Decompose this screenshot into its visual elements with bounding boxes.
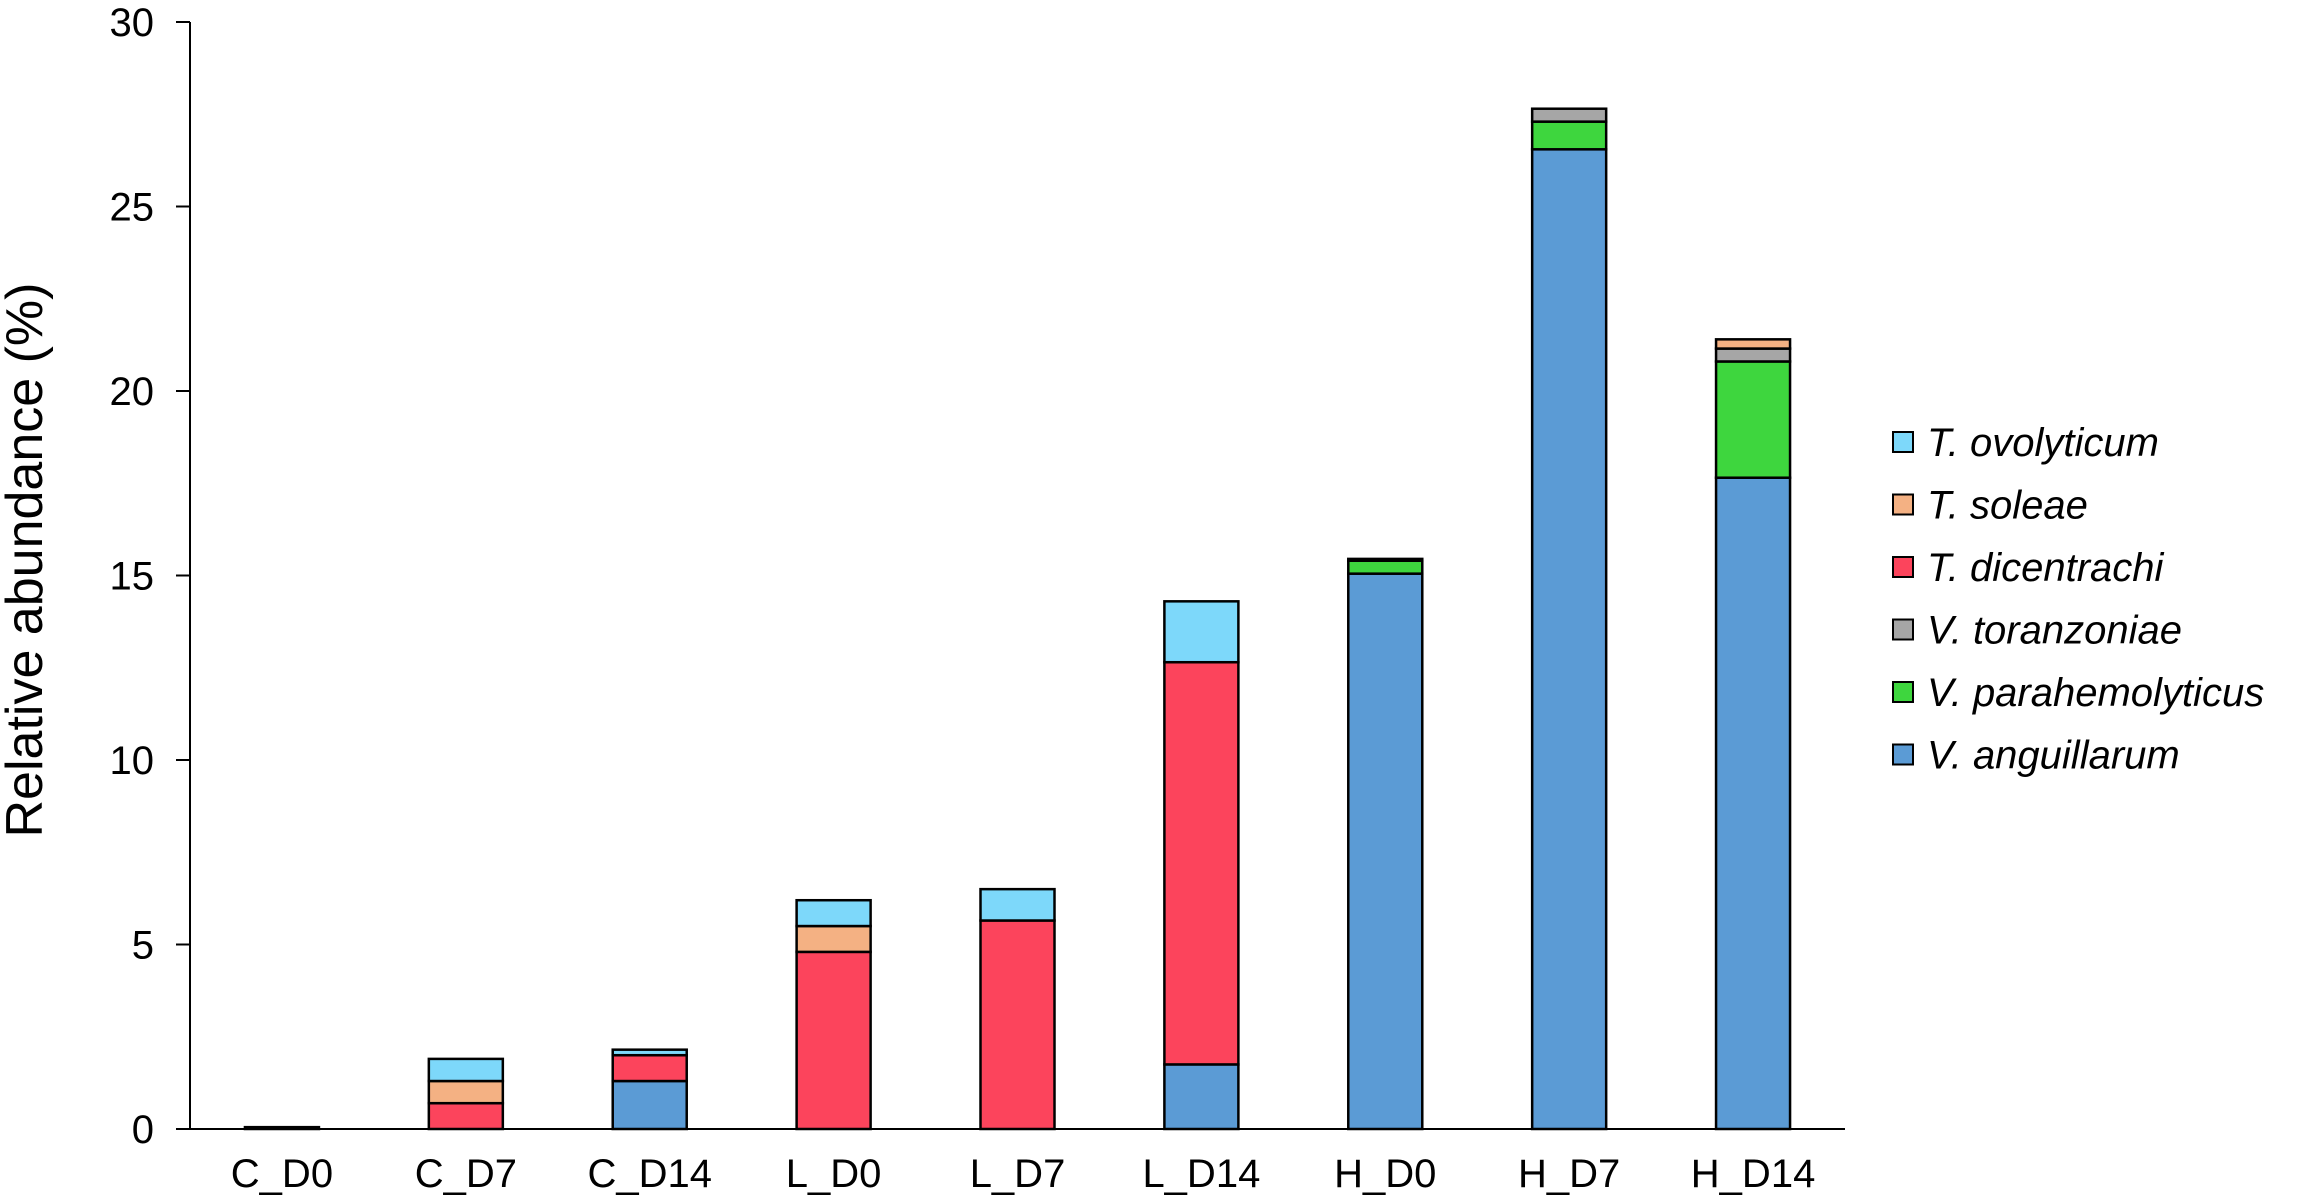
bar-group-l-d0 xyxy=(795,898,872,1131)
y-tick-label: 20 xyxy=(110,370,155,414)
bar-segment xyxy=(427,1057,505,1083)
bar-segment xyxy=(1163,1063,1240,1131)
y-tick-label: 25 xyxy=(110,186,155,230)
bar-group-h-d14 xyxy=(1714,338,1792,1131)
legend-item: T. dicentrachi xyxy=(1892,546,2165,590)
bar-group-c-d0 xyxy=(243,1125,321,1131)
x-tick-label: C_D14 xyxy=(587,1152,712,1196)
legend-item: T. soleae xyxy=(1892,484,2088,528)
legend-label: T. ovolyticum xyxy=(1927,421,2159,465)
bar-segment xyxy=(611,1079,688,1131)
legend-label: V. anguillarum xyxy=(1927,734,2180,778)
bar-segment xyxy=(1163,660,1240,1066)
bar-segment xyxy=(1530,120,1608,151)
x-tick-label: L_D14 xyxy=(1142,1152,1260,1196)
legend-swatch xyxy=(1892,618,1914,641)
y-axis-title: Relative abundance (%) xyxy=(0,283,54,838)
x-tick-label: H_D14 xyxy=(1691,1152,1816,1196)
bars xyxy=(243,107,1792,1131)
bar-segment xyxy=(1530,148,1608,1131)
bar-segment xyxy=(427,1101,505,1131)
bar-segment xyxy=(795,950,872,1131)
x-tick-labels: C_D0 C_D7 C_D14 L_D0 L_D7 L_D14 H_D0 H_D7 H_D14 xyxy=(231,1152,1816,1196)
x-tick-label: H_D0 xyxy=(1334,1152,1436,1196)
y-tick-label: 5 xyxy=(132,924,154,968)
legend-swatch xyxy=(1892,681,1914,703)
bar-segment xyxy=(1530,107,1608,123)
legend-item: V. anguillarum xyxy=(1892,734,2180,778)
bar-segment xyxy=(1347,559,1424,575)
legend-item: T. ovolyticum xyxy=(1892,421,2159,465)
bar-segment xyxy=(795,924,872,954)
legend: T. ovolyticum T. soleae T. dicentrachi V. t… xyxy=(1892,421,2264,778)
bar-segment xyxy=(1714,338,1792,350)
legend-swatch xyxy=(1892,431,1914,453)
legend-label: T. soleae xyxy=(1927,484,2088,528)
legend-label: T. dicentrachi xyxy=(1927,546,2165,590)
legend-swatch xyxy=(1892,493,1914,516)
bar-group-h-d0 xyxy=(1347,557,1424,1131)
bar-segment xyxy=(611,1048,688,1057)
bar-segment xyxy=(427,1079,505,1105)
y-tick-label: 10 xyxy=(110,739,155,783)
x-tick-label: C_D0 xyxy=(231,1152,333,1196)
legend-swatch xyxy=(1892,556,1914,578)
legend-item: V. parahemolyticus xyxy=(1892,671,2264,715)
bar-segment xyxy=(979,919,1056,1131)
bar-segment xyxy=(1347,572,1424,1131)
bar-group-l-d14 xyxy=(1163,600,1240,1131)
y-tick-label: 0 xyxy=(132,1108,154,1152)
y-tick-labels: 0 5 10 15 20 25 30 xyxy=(110,1,155,1152)
y-tick-label: 30 xyxy=(110,1,155,45)
bar-segment xyxy=(1714,347,1792,363)
legend-label: V. parahemolyticus xyxy=(1927,671,2264,715)
x-tick-label: L_D0 xyxy=(786,1152,882,1196)
bar-segment xyxy=(1714,476,1792,1131)
bar-segment xyxy=(243,1125,321,1131)
y-tick-label: 15 xyxy=(110,555,155,599)
x-tick-label: H_D7 xyxy=(1518,1152,1620,1196)
x-tick-label: C_D7 xyxy=(415,1152,517,1196)
bar-segment xyxy=(1714,360,1792,479)
bar-group-c-d7 xyxy=(427,1057,505,1131)
legend-item: V. toranzoniae xyxy=(1892,609,2182,653)
bar-segment xyxy=(611,1053,688,1083)
bar-segment xyxy=(1347,557,1424,562)
bar-group-c-d14 xyxy=(611,1048,688,1131)
bar-segment xyxy=(979,887,1056,922)
bar-group-l-d7 xyxy=(979,887,1056,1131)
bar-segment xyxy=(795,898,872,928)
bar-segment xyxy=(1163,600,1240,664)
x-tick-label: L_D7 xyxy=(970,1152,1066,1196)
bar-group-h-d7 xyxy=(1530,107,1608,1131)
legend-label: V. toranzoniae xyxy=(1927,609,2182,653)
legend-swatch xyxy=(1892,743,1914,766)
